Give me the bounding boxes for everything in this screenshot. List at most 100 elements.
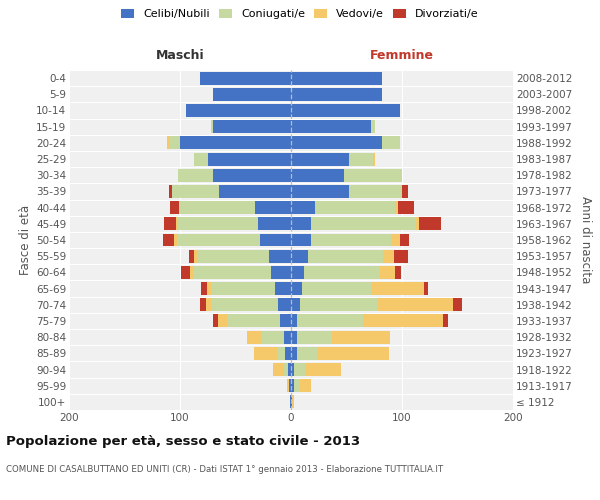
Bar — [291, 234, 311, 246]
Bar — [200, 72, 291, 85]
Bar — [291, 104, 400, 117]
Bar — [380, 266, 395, 279]
Bar — [291, 88, 382, 101]
Bar — [247, 330, 262, 344]
Bar — [291, 120, 371, 133]
Bar — [316, 201, 395, 214]
Bar — [296, 330, 332, 344]
Text: Femmine: Femmine — [370, 50, 434, 62]
Bar — [211, 298, 278, 311]
Bar — [260, 234, 291, 246]
Legend: Celibi/Nubili, Coniugati/e, Vedovi/e, Divorziati/e: Celibi/Nubili, Coniugati/e, Vedovi/e, Di… — [118, 6, 482, 22]
Bar — [291, 396, 292, 408]
Bar — [284, 363, 287, 376]
Bar — [317, 347, 389, 360]
Bar — [218, 314, 227, 328]
Bar — [176, 234, 260, 246]
Bar — [296, 347, 317, 360]
Bar — [206, 282, 211, 295]
Bar — [349, 152, 373, 166]
Bar — [300, 379, 311, 392]
Bar — [208, 152, 291, 166]
Bar — [383, 250, 394, 262]
Bar — [305, 363, 341, 376]
Bar — [211, 120, 214, 133]
Bar — [292, 396, 295, 408]
Bar — [291, 379, 295, 392]
Bar — [304, 266, 380, 279]
Bar — [398, 201, 414, 214]
Bar — [371, 282, 424, 295]
Text: Maschi: Maschi — [155, 50, 205, 62]
Bar — [219, 185, 291, 198]
Bar — [291, 72, 382, 85]
Bar — [201, 282, 206, 295]
Bar — [211, 282, 275, 295]
Bar — [176, 218, 178, 230]
Bar — [424, 282, 428, 295]
Bar — [419, 218, 441, 230]
Bar — [200, 298, 206, 311]
Bar — [291, 330, 296, 344]
Bar — [377, 298, 453, 311]
Bar — [175, 234, 176, 246]
Bar — [296, 314, 363, 328]
Bar — [179, 201, 180, 214]
Bar — [453, 298, 462, 311]
Bar — [344, 169, 402, 181]
Bar — [371, 120, 376, 133]
Text: Popolazione per età, sesso e stato civile - 2013: Popolazione per età, sesso e stato civil… — [6, 435, 360, 448]
Bar — [169, 136, 180, 149]
Bar — [291, 218, 311, 230]
Bar — [271, 266, 291, 279]
Bar — [287, 379, 289, 392]
Bar — [214, 120, 291, 133]
Bar — [363, 314, 443, 328]
Bar — [291, 363, 295, 376]
Bar — [291, 347, 296, 360]
Bar — [269, 250, 291, 262]
Bar — [273, 363, 284, 376]
Bar — [284, 330, 291, 344]
Bar — [290, 396, 291, 408]
Bar — [291, 250, 308, 262]
Bar — [178, 218, 258, 230]
Bar — [291, 201, 316, 214]
Bar — [382, 136, 400, 149]
Bar — [291, 298, 300, 311]
Bar — [394, 250, 407, 262]
Bar — [180, 201, 256, 214]
Bar — [256, 201, 291, 214]
Bar — [289, 379, 291, 392]
Bar — [278, 298, 291, 311]
Bar — [167, 136, 169, 149]
Bar — [291, 136, 382, 149]
Bar — [280, 314, 291, 328]
Bar — [214, 169, 291, 181]
Bar — [286, 347, 291, 360]
Bar — [291, 266, 304, 279]
Bar — [395, 266, 401, 279]
Bar — [206, 298, 211, 311]
Bar — [163, 234, 175, 246]
Bar — [395, 201, 398, 214]
Y-axis label: Fasce di età: Fasce di età — [19, 205, 32, 275]
Bar — [262, 330, 284, 344]
Bar — [291, 152, 349, 166]
Bar — [291, 169, 344, 181]
Bar — [254, 347, 277, 360]
Bar — [189, 250, 194, 262]
Text: COMUNE DI CASALBUTTANO ED UNITI (CR) - Dati ISTAT 1° gennaio 2013 - Elaborazione: COMUNE DI CASALBUTTANO ED UNITI (CR) - D… — [6, 465, 443, 474]
Bar — [373, 152, 376, 166]
Bar — [349, 185, 402, 198]
Bar — [178, 169, 214, 181]
Y-axis label: Anni di nascita: Anni di nascita — [579, 196, 592, 284]
Bar — [291, 185, 349, 198]
Bar — [197, 250, 269, 262]
Bar — [416, 218, 419, 230]
Bar — [172, 185, 219, 198]
Bar — [291, 282, 302, 295]
Bar — [185, 104, 291, 117]
Bar — [181, 266, 190, 279]
Bar — [227, 314, 280, 328]
